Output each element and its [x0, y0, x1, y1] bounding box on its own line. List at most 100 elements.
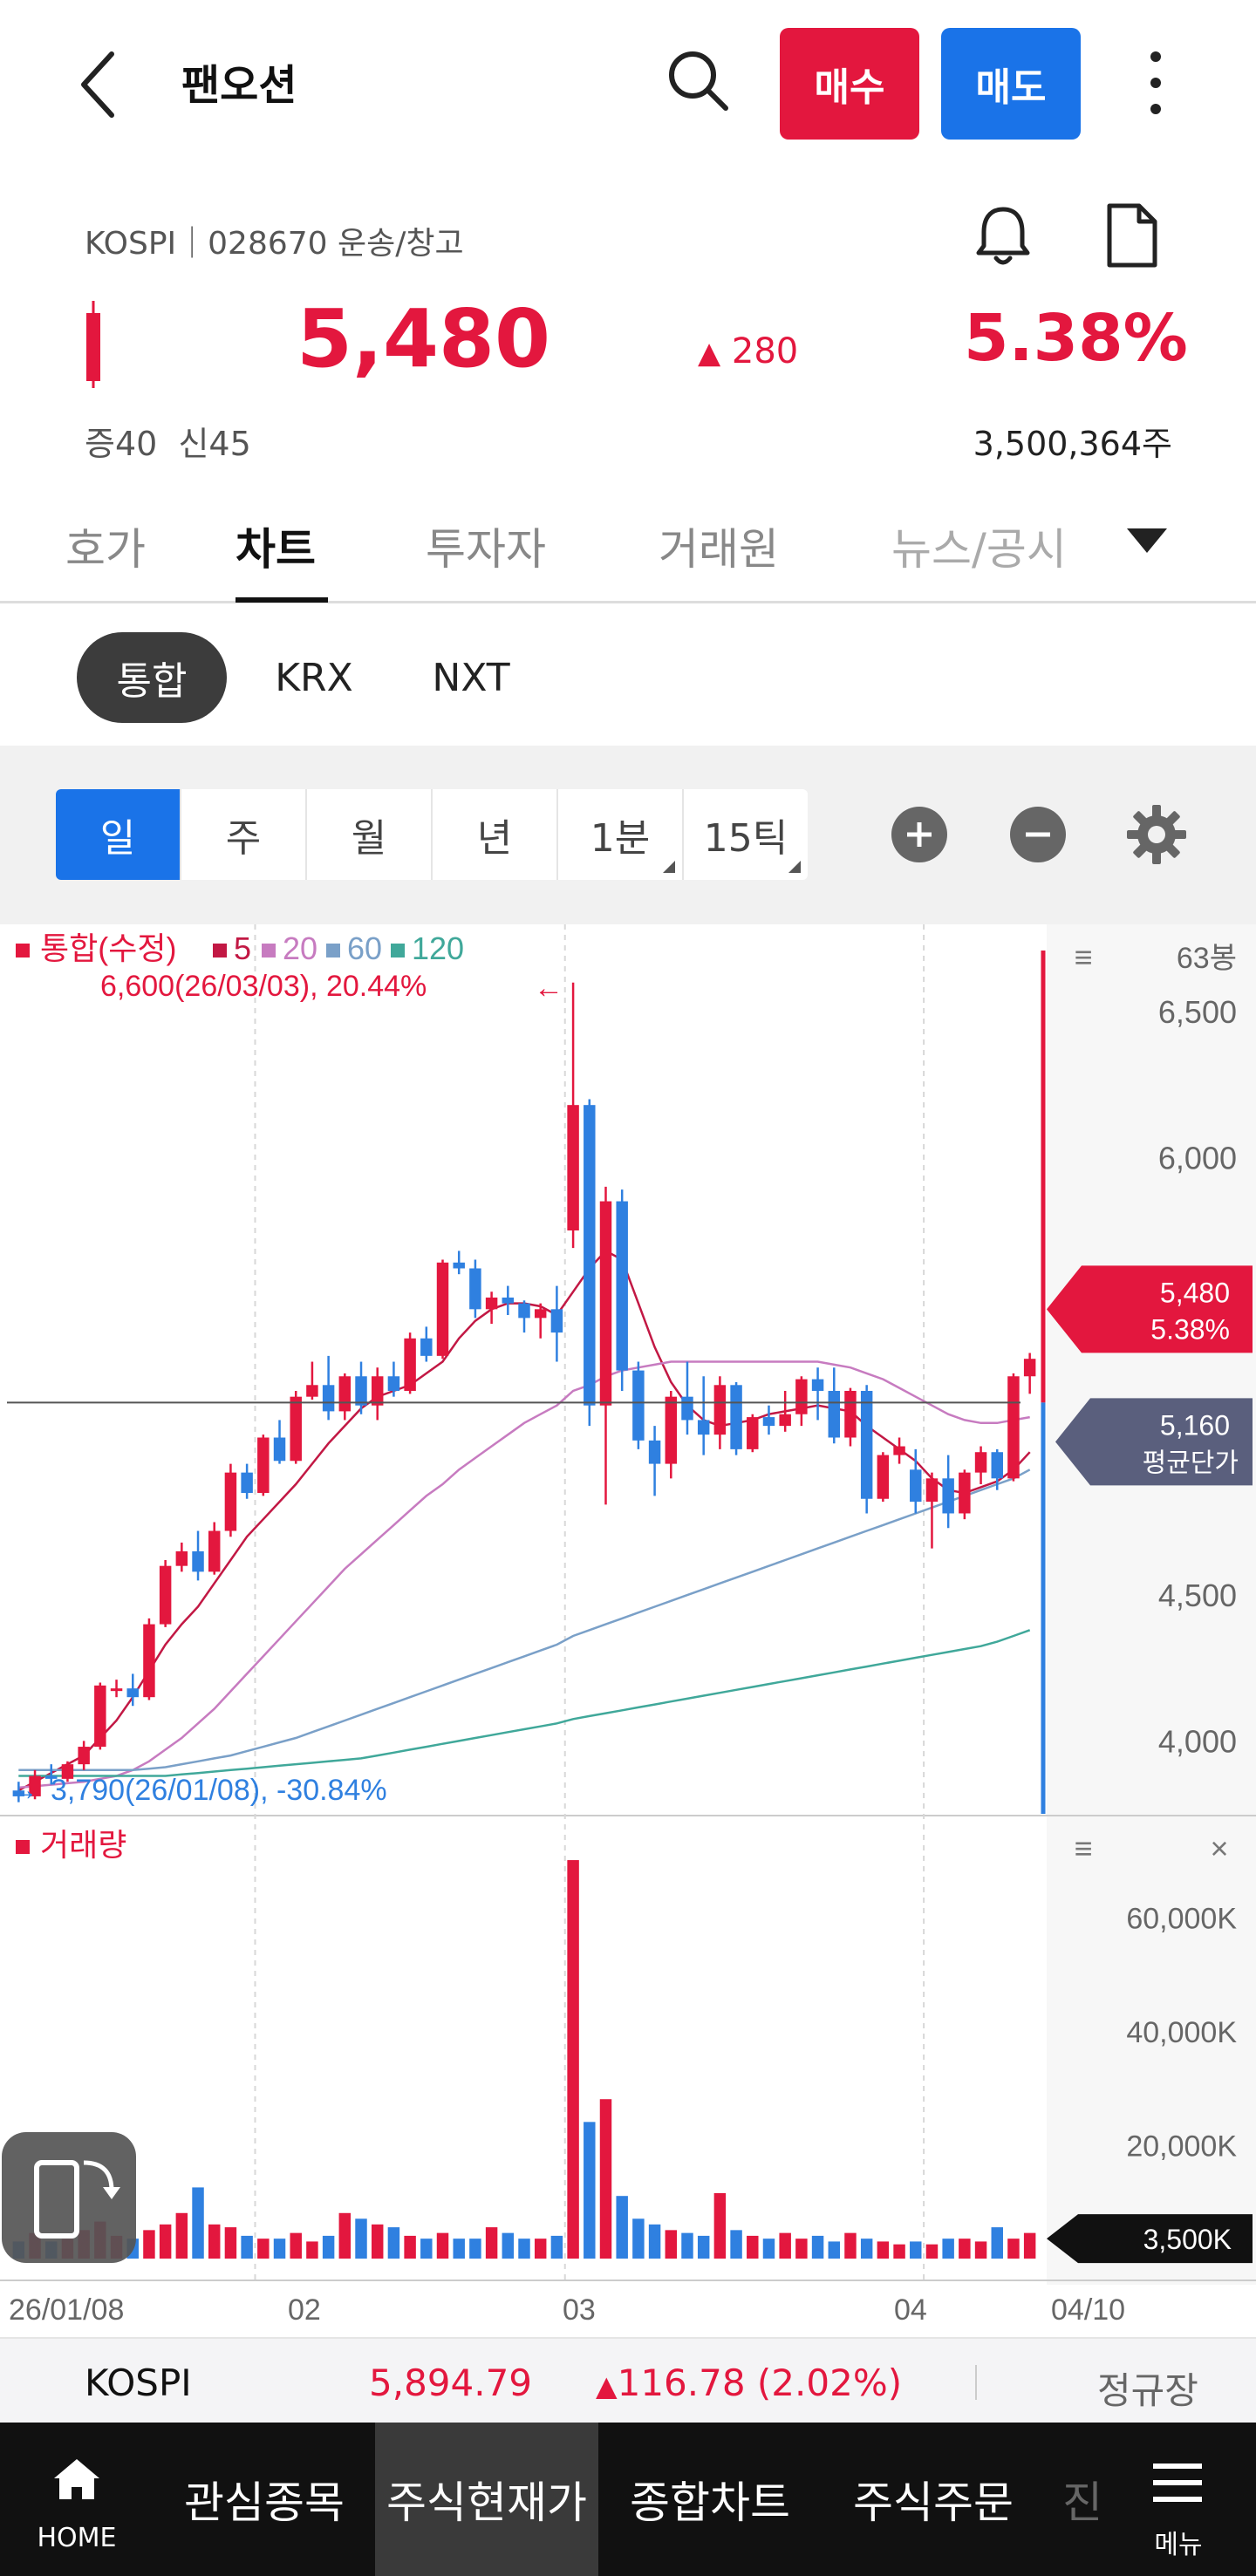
nav-stock-order[interactable]: 주식주문 [853, 2477, 1014, 2528]
volume-bar [371, 2224, 384, 2259]
legend-ma-label: 120 [412, 930, 464, 966]
current-price-tag [1047, 1265, 1253, 1353]
volume-bar [436, 2232, 449, 2259]
volume-bar [175, 2212, 188, 2259]
legend-ma-label: 5 [234, 930, 251, 966]
zoom-in-icon[interactable] [884, 800, 954, 869]
ma-120-line [18, 1629, 1031, 1777]
stock-name: 팬오션 [181, 61, 297, 110]
volume-bar [502, 2232, 515, 2259]
candle-body [29, 1775, 41, 1796]
axis-panel [1047, 924, 1256, 2285]
bell-icon[interactable] [968, 201, 1038, 270]
price-change-value: 280 [731, 331, 799, 371]
candle-body [436, 1262, 449, 1356]
tab-investor[interactable]: 투자자 [426, 524, 546, 575]
tab-news[interactable]: 뉴스/공시 [891, 524, 1067, 575]
candle-body [648, 1440, 661, 1464]
volume-bar [828, 2241, 841, 2259]
candle-body [697, 1420, 710, 1435]
candle-body [844, 1390, 857, 1438]
search-icon[interactable] [663, 45, 733, 115]
sell-button[interactable]: 매도 [941, 28, 1081, 140]
volume-tick-label: 60,000K [1126, 1902, 1237, 1935]
nav-current-price[interactable]: 주식현재가 [375, 2423, 598, 2576]
x-tick-label: 03 [563, 2293, 596, 2327]
toggle-nxt[interactable]: NXT [432, 655, 510, 700]
candle-body [910, 1469, 922, 1503]
nav-home[interactable]: HOME [0, 2423, 154, 2576]
candle-body [257, 1437, 270, 1494]
buy-button[interactable]: 매수 [780, 28, 919, 140]
candle-body [420, 1338, 433, 1356]
index-ticker[interactable]: KOSPI 5,894.79 ▲116.78 (2.02%) 정규장 [0, 2337, 1256, 2423]
high-arrow-icon: ← [534, 971, 563, 1005]
chart-menu-icon: ≡ [1074, 939, 1092, 975]
x-tick-label: 04/10 [1051, 2293, 1125, 2327]
volume-bar [925, 2244, 939, 2259]
period-15tick-label: 15틱 [703, 816, 788, 861]
candle-body [925, 1478, 939, 1503]
period-1min[interactable]: 1분 [558, 789, 684, 880]
candle-body [779, 1414, 791, 1427]
nav-watchlist[interactable]: 관심종목 [184, 2477, 345, 2528]
nav-menu[interactable]: 메뉴 [1101, 2423, 1256, 2576]
toggle-krx[interactable]: KRX [275, 655, 353, 700]
candle-body [1023, 1359, 1036, 1377]
tab-chart[interactable]: 차트 [236, 524, 316, 575]
volume-bar [974, 2241, 987, 2259]
volume-bar [338, 2212, 352, 2259]
candle-body [126, 1688, 139, 1698]
candle-body [811, 1379, 824, 1391]
current-volume-tag [1047, 2214, 1253, 2264]
tab-orderbook[interactable]: 호가 [65, 524, 146, 575]
y-tick-label: 4,000 [1158, 1723, 1237, 1759]
nav-overflow-item[interactable]: 진 [1062, 2477, 1102, 2528]
volume-bar [844, 2232, 857, 2259]
legend-swatch [16, 944, 30, 957]
candle-body [192, 1550, 204, 1572]
volume-bar [991, 2227, 1003, 2259]
volume-bar [632, 2218, 645, 2259]
tab-broker[interactable]: 거래원 [659, 524, 779, 575]
volume-bar [355, 2218, 367, 2259]
zoom-out-icon[interactable] [1003, 800, 1073, 869]
avg-price-tag-value: 5,160 [1160, 1409, 1230, 1441]
avg-price-tag-label: 평균단가 [1143, 1448, 1239, 1477]
tab-dropdown-icon[interactable] [1125, 523, 1169, 558]
nav-total-chart[interactable]: 종합차트 [630, 2477, 790, 2528]
period-month[interactable]: 월 [307, 789, 433, 880]
market-info: KOSPI｜028670 운송/창고 [85, 226, 464, 262]
rotate-screen-button[interactable] [2, 2132, 136, 2263]
candle-body [61, 1764, 74, 1779]
nav-home-label: HOME [37, 2523, 117, 2553]
volume-tick-label: 20,000K [1126, 2130, 1237, 2163]
period-15tick[interactable]: 15틱 [684, 789, 808, 880]
period-year[interactable]: 년 [433, 789, 558, 880]
y-tick-label: 4,500 [1158, 1578, 1237, 1613]
candle-body [404, 1338, 416, 1391]
volume-bar [550, 2235, 563, 2259]
gear-icon[interactable] [1122, 800, 1191, 869]
more-options-icon[interactable] [1134, 44, 1178, 122]
dropdown-corner-icon [788, 861, 801, 873]
period-day[interactable]: 일 [56, 789, 181, 880]
volume-bar [322, 2235, 335, 2259]
toggle-integrated[interactable]: 통합 [77, 632, 227, 723]
volume-bar [616, 2196, 628, 2259]
candle-body [371, 1376, 384, 1406]
candle-body [290, 1396, 302, 1462]
period-week[interactable]: 주 [181, 789, 307, 880]
document-icon[interactable] [1097, 201, 1167, 270]
volume-bar [469, 2239, 481, 2259]
volume-bar [143, 2230, 155, 2259]
volume-bar [697, 2235, 710, 2259]
candle-body [959, 1472, 971, 1514]
market-toggle: 통합 KRX NXT [0, 606, 1256, 746]
volume-bar [534, 2239, 547, 2259]
candle-body [828, 1390, 841, 1438]
price-chart[interactable]: 4,0004,5005,0005,5006,0006,50063봉≡5,4805… [0, 924, 1256, 2337]
back-arrow-icon[interactable] [68, 45, 129, 124]
y-tick-label: 6,500 [1158, 994, 1237, 1030]
candle-body [502, 1297, 515, 1304]
